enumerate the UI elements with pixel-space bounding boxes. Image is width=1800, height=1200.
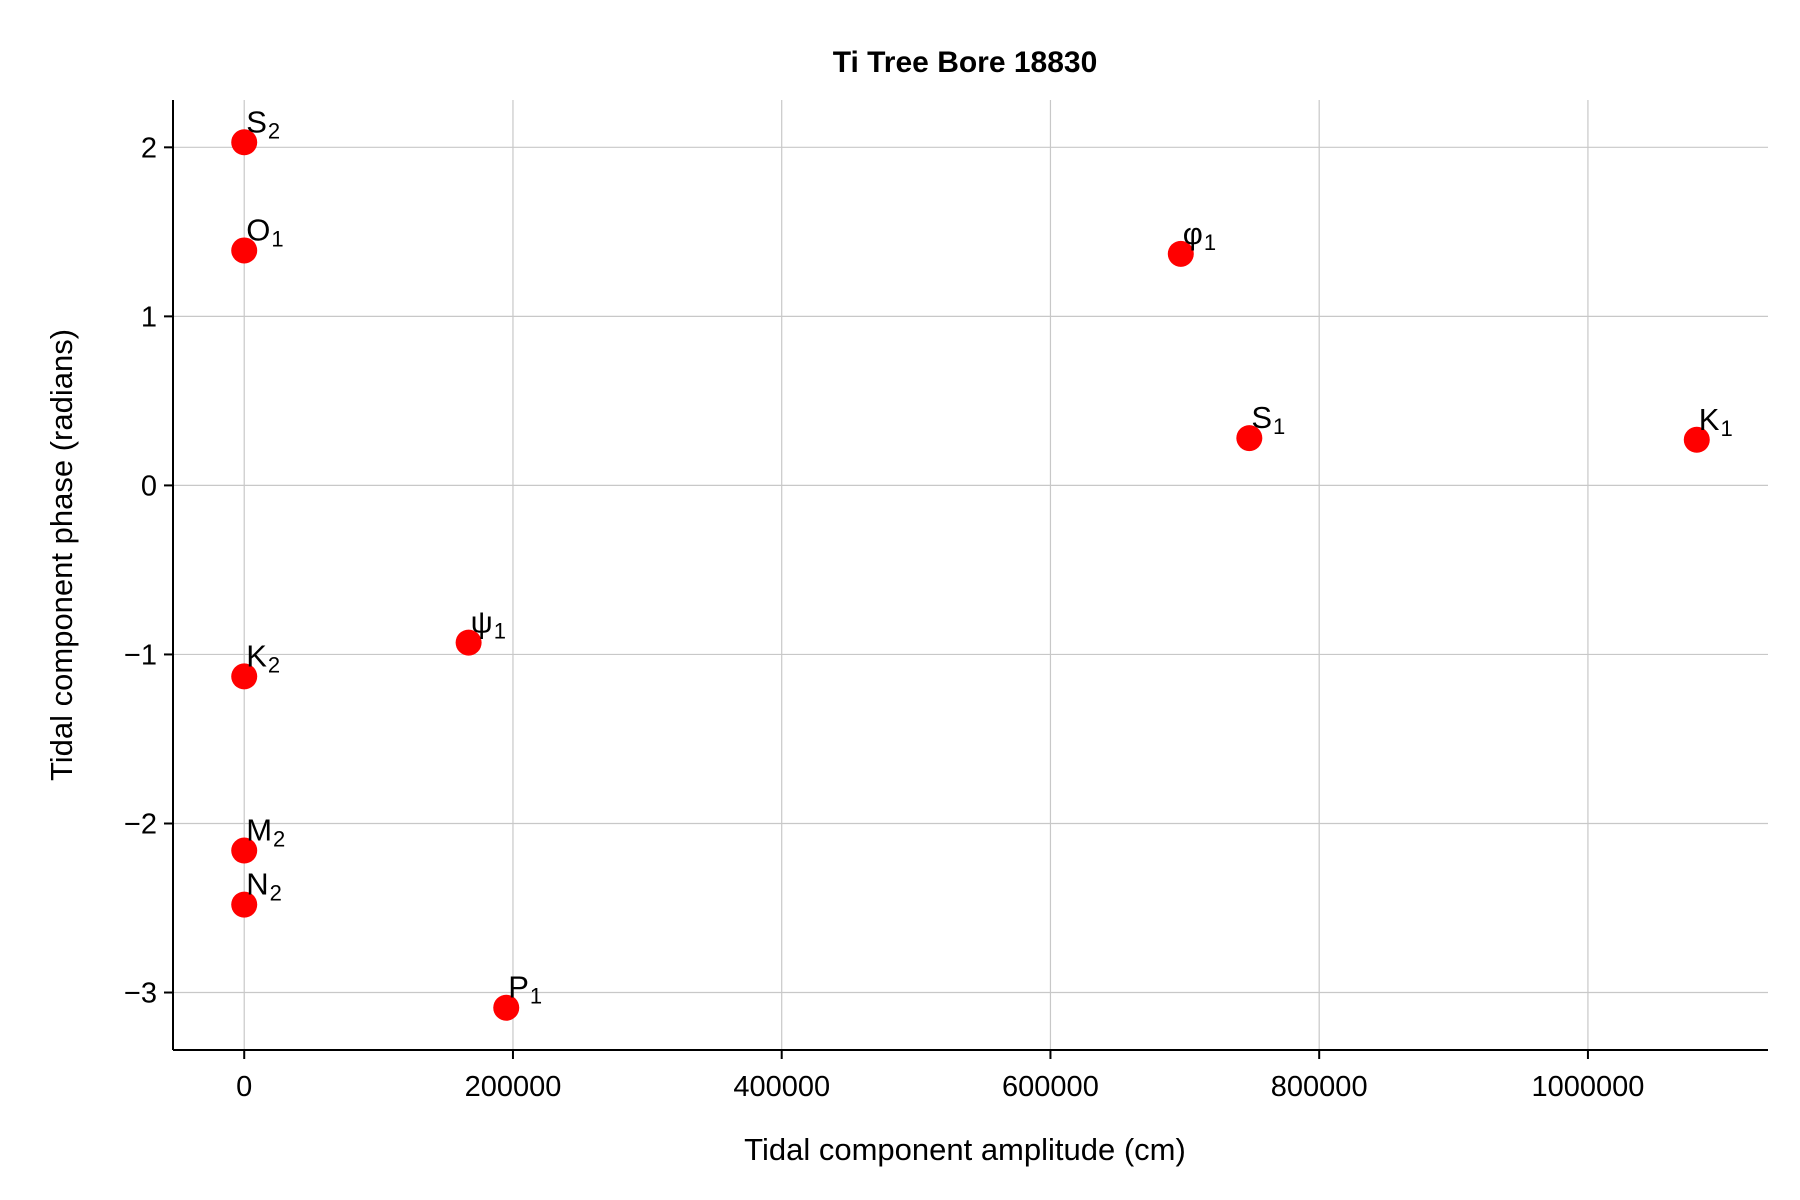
data-point-label: K1 [1699,402,1733,441]
y-tick-label: 2 [141,132,157,164]
grid-lines [173,100,1768,1050]
data-point [231,129,258,156]
data-point [455,629,482,656]
data-point-label: N2 [246,867,282,906]
y-tick-label: −2 [124,808,157,840]
data-point [1167,240,1194,267]
data-point-label: S1 [1251,400,1285,439]
data-point-label: K2 [246,638,280,677]
y-axis-label: Tidal component phase (radians) [44,329,79,781]
chart-title: Ti Tree Bore 18830 [833,46,1098,79]
x-tick-label: 0 [236,1071,252,1103]
data-point [231,891,258,918]
x-tick-label: 600000 [1002,1071,1099,1103]
data-point [231,663,258,690]
y-tick-label: −1 [124,639,157,671]
y-tick-label: 1 [141,301,157,333]
x-tick-label: 1000000 [1531,1071,1644,1103]
data-point [493,994,520,1021]
data-points: S2 O1 φ1 S1 K1 ψ1 K2 M2 N2 P1 [231,104,1733,1021]
data-point [231,237,258,264]
data-point [1236,425,1263,452]
data-point-label: ψ1 [471,605,506,644]
x-tick-label: 800000 [1271,1071,1368,1103]
y-tick-label: 0 [141,470,157,502]
y-axis-ticks: 2 1 0 −1 −2 −3 [124,132,173,1010]
data-point-label: φ1 [1183,216,1216,255]
axes [172,100,1768,1051]
data-point-label: S2 [246,104,280,143]
data-point [1683,426,1710,453]
data-point [231,837,258,864]
x-tick-label: 400000 [733,1071,830,1103]
data-point-label: M2 [246,813,285,852]
x-axis-ticks: 0 200000 400000 600000 800000 1000000 [236,1050,1644,1103]
x-axis-label: Tidal component amplitude (cm) [744,1132,1186,1167]
data-point-label: P1 [508,970,542,1009]
x-tick-label: 200000 [465,1071,562,1103]
data-point-label: O1 [246,212,283,251]
y-tick-label: −3 [124,978,157,1010]
